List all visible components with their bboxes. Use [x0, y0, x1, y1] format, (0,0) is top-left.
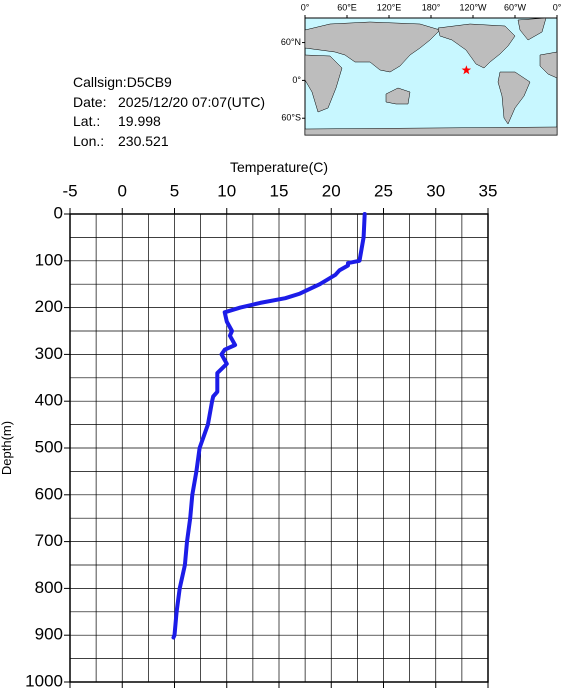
map-lon-label: 120°E — [377, 2, 402, 12]
map: 0° 60°E 120°E 180° 120°W 60°W 0° 60°N 0° 60°S — [281, 2, 562, 136]
map-lon-label: 60°E — [337, 2, 357, 12]
x-tick-label: 5 — [170, 181, 179, 200]
x-tick-label: 20 — [322, 181, 341, 200]
map-lon-label: 180° — [422, 2, 441, 12]
x-tick-label: 30 — [426, 181, 445, 200]
y-tick-label: 400 — [35, 391, 63, 410]
callsign: Callsign:D5CB9 — [73, 74, 172, 90]
map-lon-label: 120°W — [459, 2, 487, 12]
map-lon-label: 0° — [553, 2, 562, 12]
label: Date: — [73, 94, 106, 110]
y-tick-label: 900 — [35, 625, 63, 644]
x-tick-label: 35 — [479, 181, 498, 200]
plot: -5 0 5 10 15 20 25 30 35 0 100 200 300 400 500 600 700 80… — [0, 159, 497, 690]
y-axis-title: Depth(m) — [0, 421, 14, 475]
land — [304, 17, 558, 136]
map-lon-label: 60°W — [504, 2, 527, 12]
label: Callsign: — [73, 74, 127, 90]
y-tick-label: 500 — [35, 437, 63, 456]
x-tick-label: 25 — [374, 181, 393, 200]
x-tick-label: 15 — [270, 181, 289, 200]
info-block: Callsign:D5CB9 Date: 2025/12/20 07:07(UT… — [73, 74, 265, 149]
y-tick-label: 700 — [35, 531, 63, 550]
x-tick-label: -5 — [62, 181, 77, 200]
y-tick-label: 300 — [35, 344, 63, 363]
y-tick-label: 100 — [35, 250, 63, 269]
plot-frame — [69, 213, 489, 683]
y-tick-label: 800 — [35, 578, 63, 597]
map-lat-label: 0° — [292, 75, 301, 85]
x-axis-title: Temperature(C) — [230, 159, 328, 175]
y-tick-label: 1000 — [25, 671, 63, 690]
lat: 19.998 — [118, 113, 161, 129]
map-lat-label: 60°N — [281, 37, 301, 47]
label: Lat.: — [73, 113, 100, 129]
x-tick-label: 10 — [217, 181, 236, 200]
profile-line — [171, 212, 367, 640]
y-tick-label: 200 — [35, 297, 63, 316]
y-tick-label: 0 — [54, 203, 63, 222]
position-star — [461, 65, 472, 75]
x-tick-label: 0 — [118, 181, 127, 200]
y-tick-label: 600 — [35, 484, 63, 503]
label: Lon.: — [73, 133, 104, 149]
date: 2025/12/20 07:07(UTC) — [118, 94, 265, 110]
map-lon-label: 0° — [301, 2, 310, 12]
map-lat-label: 60°S — [281, 113, 301, 123]
lon: 230.521 — [118, 133, 169, 149]
value: D5CB9 — [127, 74, 172, 90]
